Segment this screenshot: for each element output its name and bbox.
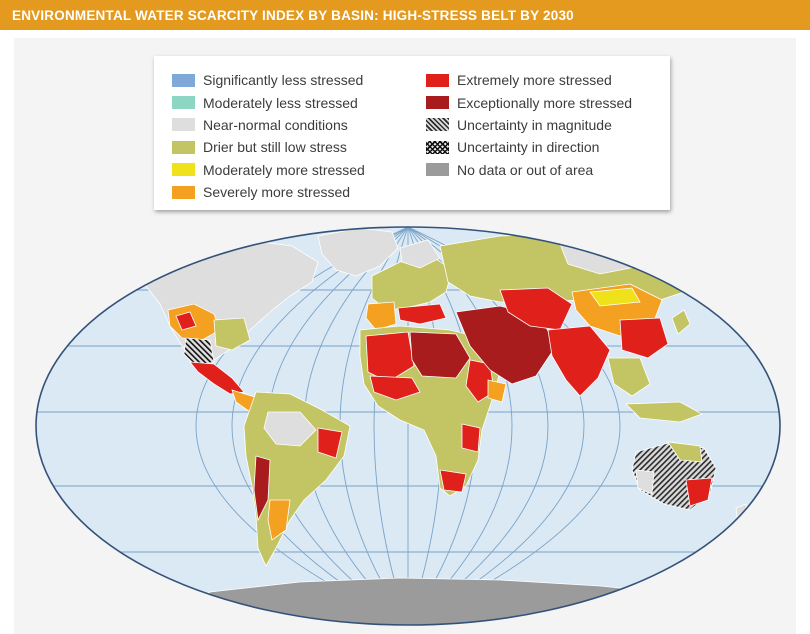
legend-item-drier-low-stress: Drier but still low stress	[172, 136, 365, 158]
region-japan	[671, 309, 691, 335]
region-indonesia	[625, 401, 703, 423]
region-greenland	[317, 227, 399, 277]
legend-column-right: Extremely more stressed Exceptionally mo…	[426, 69, 632, 181]
region-argentina	[267, 499, 291, 541]
legend-column-left: Significantly less stressed Moderately l…	[172, 69, 365, 203]
region-alaska	[103, 255, 151, 285]
map-title: ENVIRONMENTAL WATER SCARCITY INDEX BY BA…	[12, 7, 574, 23]
region-central-us	[213, 317, 251, 351]
legend-label: Significantly less stressed	[203, 72, 364, 89]
region-mongolia	[589, 287, 641, 307]
region-china-east	[619, 317, 669, 359]
swatch-extremely-more	[426, 73, 449, 87]
region-western-us-red	[175, 311, 197, 331]
region-scandinavia	[399, 239, 441, 269]
swatch-moderately-more	[172, 163, 195, 177]
legend-item-exceptionally-more: Exceptionally more stressed	[426, 91, 632, 113]
legend-label: Moderately more stressed	[203, 161, 365, 178]
legend-item-moderately-less: Moderately less stressed	[172, 91, 365, 113]
swatch-moderately-less	[172, 96, 195, 110]
legend-item-extremely-more: Extremely more stressed	[426, 69, 632, 91]
legend-item-uncertainty-magnitude: Uncertainty in magnitude	[426, 114, 632, 136]
region-new-zealand	[735, 503, 749, 527]
region-australia-southeast	[685, 477, 713, 507]
legend-label: Extremely more stressed	[457, 72, 612, 89]
region-horn-africa	[487, 379, 507, 403]
legend-item-near-normal: Near-normal conditions	[172, 114, 365, 136]
legend-label: Uncertainty in direction	[457, 139, 600, 156]
legend: Significantly less stressed Moderately l…	[154, 56, 670, 210]
swatch-uncertainty-magnitude	[426, 118, 449, 132]
legend-label: No data or out of area	[457, 161, 594, 178]
swatch-severely-more	[172, 185, 195, 199]
region-russia	[439, 233, 701, 303]
legend-label: Near-normal conditions	[203, 116, 348, 133]
region-australia-west	[635, 469, 655, 495]
legend-item-moderately-more: Moderately more stressed	[172, 159, 365, 181]
legend-label: Uncertainty in magnitude	[457, 116, 612, 133]
swatch-near-normal	[172, 118, 195, 132]
swatch-drier-low-stress	[172, 140, 195, 154]
legend-item-uncertainty-direction: Uncertainty in direction	[426, 136, 632, 158]
region-west-africa	[369, 375, 421, 401]
swatch-significantly-less	[172, 73, 195, 87]
legend-label: Exceptionally more stressed	[457, 94, 633, 111]
region-mediterranean	[397, 303, 447, 325]
region-andes	[253, 455, 271, 522]
region-sahara-west	[365, 331, 415, 383]
region-india	[547, 325, 611, 397]
swatch-uncertainty-direction	[426, 140, 449, 154]
legend-label: Severely more stressed	[203, 184, 351, 201]
region-australia-north	[667, 441, 703, 463]
region-amazon	[263, 411, 317, 447]
legend-item-no-data: No data or out of area	[426, 159, 632, 181]
title-bar: ENVIRONMENTAL WATER SCARCITY INDEX BY BA…	[0, 0, 810, 30]
region-south-africa	[439, 469, 467, 493]
region-ne-brazil	[317, 427, 343, 459]
legend-item-significantly-less: Significantly less stressed	[172, 69, 365, 91]
swatch-no-data	[426, 163, 449, 177]
globe-outline	[35, 226, 781, 626]
region-southern-africa-red	[461, 423, 481, 453]
legend-label: Drier but still low stress	[203, 139, 347, 156]
swatch-exceptionally-more	[426, 96, 449, 110]
legend-item-severely-more: Severely more stressed	[172, 181, 365, 203]
region-southeast-asia	[607, 357, 651, 397]
legend-label: Moderately less stressed	[203, 94, 358, 111]
region-sahara	[409, 331, 471, 379]
